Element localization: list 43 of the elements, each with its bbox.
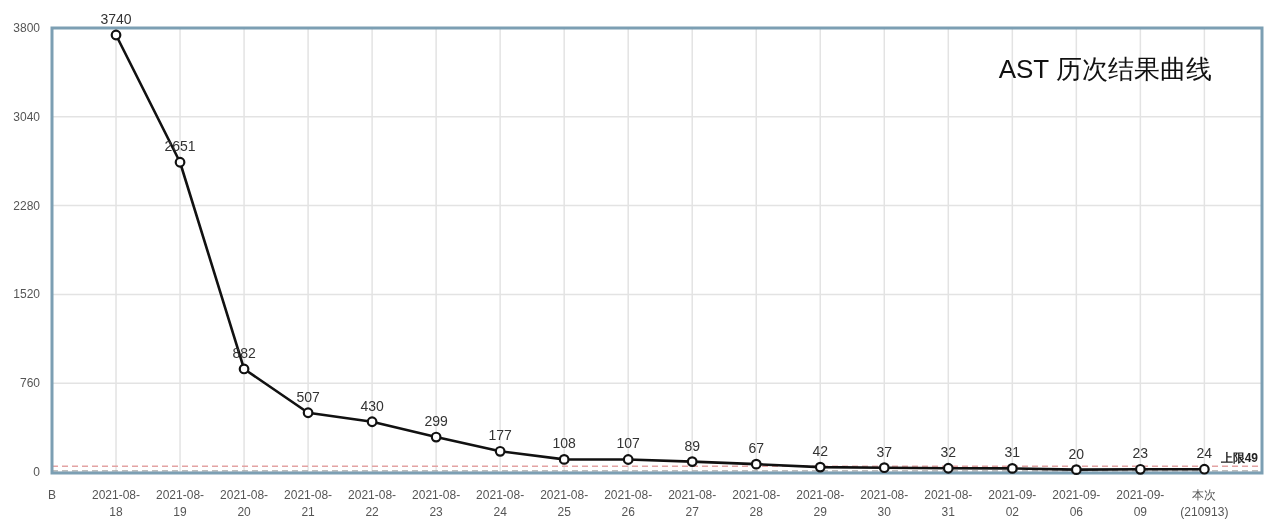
data-label: 32 [940, 444, 957, 461]
data-label: 24 [1196, 445, 1213, 462]
x-tick-label: 2021-08-23 [412, 488, 461, 519]
y-tick-label: 2280 [13, 198, 41, 213]
data-label: 507 [296, 388, 320, 405]
data-label: 177 [488, 427, 513, 444]
x-tick-label: 2021-09-06 [1052, 488, 1101, 519]
data-label: 3740 [100, 11, 132, 28]
x-tick-label: 2021-09-02 [988, 488, 1037, 519]
data-label: 89 [684, 437, 701, 454]
x-tick-label: 2021-08-26 [604, 488, 653, 519]
data-label: 42 [812, 443, 829, 460]
data-label: 23 [1132, 445, 1149, 462]
data-label: 107 [616, 435, 641, 452]
data-label: 31 [1004, 444, 1021, 461]
x-tick-label: 2021-08-18 [92, 488, 141, 519]
data-label: 108 [552, 435, 577, 452]
y-tick-label: 3800 [13, 21, 41, 35]
y-tick-label: 760 [19, 376, 41, 391]
x-tick-label: 2021-08-27 [668, 488, 717, 519]
ref-line-label: 上限49 [1219, 451, 1259, 466]
x-tick-label: 2021-08-31 [924, 488, 973, 519]
x-tick-label: 2021-08-25 [540, 488, 589, 519]
x-tick-label: 2021-08-30 [860, 488, 909, 519]
y-tick-label: 0 [33, 465, 41, 479]
y-tick-label: 1520 [13, 287, 41, 302]
data-label: 430 [360, 397, 384, 414]
data-label: 299 [424, 413, 449, 430]
data-label: 37 [876, 443, 893, 460]
x-tick-label: B [47, 488, 57, 502]
x-tick-label: 2021-08-22 [348, 488, 397, 519]
text: AST 历次结果曲线 [998, 54, 1212, 84]
x-tick-label: 2021-08-21 [284, 488, 333, 519]
x-tick-label: 2021-08-29 [796, 488, 845, 519]
data-label: 20 [1068, 445, 1085, 462]
x-tick-label: 2021-08-24 [476, 488, 525, 519]
x-tick-label: 2021-08-28 [732, 488, 781, 519]
x-tick-label: 2021-08-19 [156, 488, 205, 519]
data-label: 67 [748, 440, 765, 457]
x-tick-label: 2021-08-20 [220, 488, 269, 519]
x-tick-label: 2021-09-09 [1116, 488, 1165, 519]
x-tick-label: 本次(210913) [1180, 488, 1229, 519]
y-tick-label: 3040 [13, 109, 41, 124]
